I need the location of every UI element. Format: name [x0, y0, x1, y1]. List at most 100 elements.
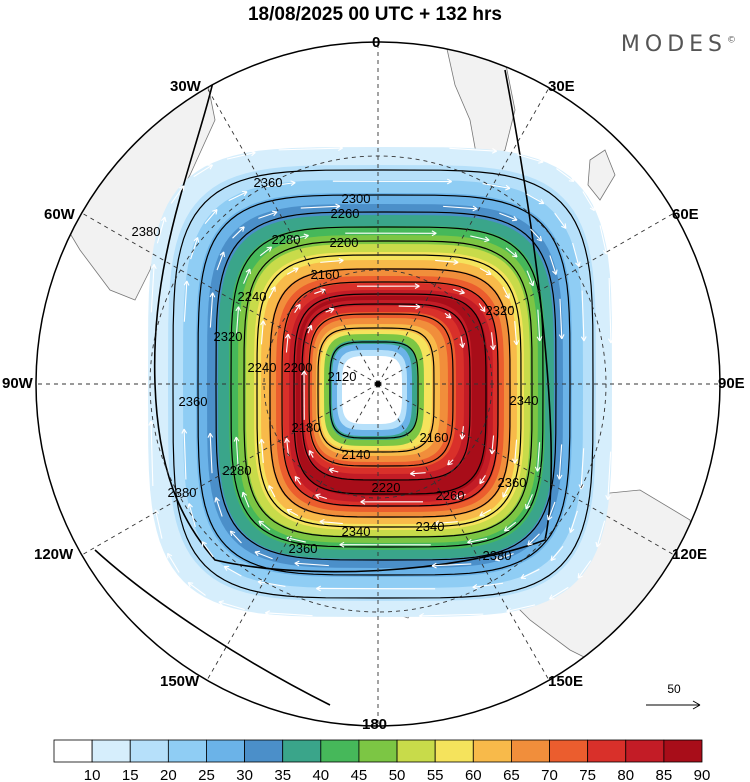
wind-vector-head: [445, 313, 452, 319]
wind-vector: [288, 234, 309, 241]
map-border: [35, 41, 721, 727]
wind-vector: [554, 212, 567, 229]
wind-vector-head: [414, 283, 420, 290]
wind-vector: [260, 439, 264, 463]
contour-label: 2240: [238, 289, 267, 304]
wind-vector: [170, 185, 185, 204]
wind-vector: [398, 305, 421, 308]
wind-vector-head: [447, 459, 453, 466]
wind-vector-head: [415, 303, 421, 310]
wind-vector-head: [479, 511, 485, 517]
wind-vector-head: [479, 478, 485, 485]
wind-vector-head: [307, 324, 313, 331]
wind-vector: [278, 147, 343, 151]
contour-line: [317, 327, 435, 453]
colorbar-label: 40: [312, 767, 329, 782]
wind-vector-head: [316, 585, 321, 592]
colorbar-label: 45: [351, 767, 368, 782]
wind-vector-head: [160, 216, 167, 223]
wind-vector-head: [538, 199, 545, 205]
colorbar-swatch: [663, 739, 703, 763]
wind-vector: [435, 259, 459, 263]
wind-vector-head: [223, 565, 230, 571]
contour-label: 2340: [342, 524, 371, 539]
wind-vector: [226, 152, 256, 160]
wind-vector: [307, 325, 312, 334]
wind-vector: [520, 568, 540, 579]
contour-label: 2340: [416, 519, 445, 534]
wind-vector-head: [575, 261, 581, 267]
wind-vector: [467, 537, 488, 544]
contour-line: [256, 254, 522, 528]
contour-label: 2320: [214, 329, 243, 344]
wind-vector: [514, 439, 518, 464]
wind-vector: [447, 459, 454, 466]
contour-line: [230, 226, 544, 548]
colorbar-swatch: [129, 739, 169, 763]
wind-vector-head: [207, 164, 214, 170]
wind-vector-head: [294, 560, 300, 567]
wind-vector: [525, 494, 533, 510]
wind-vector: [556, 168, 575, 182]
colorbar-swatch: [625, 739, 665, 763]
meridian-line: [206, 383, 379, 681]
wind-vector-head: [520, 573, 526, 580]
wind-vector-head: [181, 428, 188, 434]
wind-vector: [257, 581, 286, 587]
wind-vector-head: [339, 541, 345, 548]
wind-vector: [308, 450, 314, 458]
wind-vector: [314, 289, 326, 295]
colorbar-label: 15: [122, 767, 139, 782]
wind-vector-head: [209, 292, 216, 298]
wind-vector: [550, 545, 564, 561]
meridian-line: [377, 383, 550, 681]
graticule: [36, 42, 720, 726]
contour-label: 2240: [248, 360, 277, 375]
wind-vector-head: [242, 190, 248, 197]
wind-vector-head: [264, 610, 271, 616]
reference-vector-label: 50: [667, 682, 681, 696]
wind-vector: [259, 246, 272, 257]
wind-vector: [517, 153, 544, 163]
wind-vector: [183, 428, 187, 480]
wind-vector: [454, 493, 466, 499]
wind-vector: [268, 485, 276, 498]
wind-vector: [494, 553, 514, 561]
wind-vector: [499, 212, 518, 221]
colorbar-swatch: [587, 739, 627, 763]
wind-vector: [204, 209, 218, 225]
wind-vector: [229, 530, 242, 544]
contour-labels: 2120 2140 2160 2160 2180 2200 2200 2220 2240 2240…: [132, 175, 539, 563]
wind-vector-head: [484, 236, 490, 243]
wind-vector-head: [212, 208, 218, 215]
wind-vector-head: [193, 237, 200, 243]
wind-vector-head: [536, 236, 543, 242]
contour-line: [243, 240, 533, 538]
wind-vector-head: [148, 420, 155, 426]
colorbar-swatch: [53, 739, 93, 763]
wind-vector: [150, 421, 154, 487]
wind-vector: [218, 601, 245, 611]
wind-vector-head: [503, 526, 510, 532]
wind-vector-head: [272, 210, 278, 217]
colorbar-swatch: [206, 739, 245, 763]
wind-vector: [315, 494, 327, 500]
wind-vector-head: [472, 583, 478, 590]
contour-label: 2180: [292, 420, 321, 435]
contour-label: 2200: [284, 360, 313, 375]
wind-vector: [449, 147, 497, 152]
colorbar-swatch: [91, 739, 131, 763]
contour-line-outer: [94, 549, 331, 706]
colorbar-swatch: [511, 739, 550, 763]
lon-label-30w: 30W: [170, 78, 201, 95]
colorbar-swatch: [472, 739, 512, 763]
wind-vector-head: [578, 484, 585, 490]
wind-vector-head: [290, 180, 296, 187]
wind-vector: [156, 216, 166, 244]
wind-vector: [258, 211, 278, 219]
wind-vector-head: [447, 178, 452, 185]
wind-vector: [482, 183, 511, 189]
wind-vector-head: [480, 306, 486, 313]
wind-vector: [569, 510, 578, 533]
contour-label: 2380: [168, 485, 197, 500]
